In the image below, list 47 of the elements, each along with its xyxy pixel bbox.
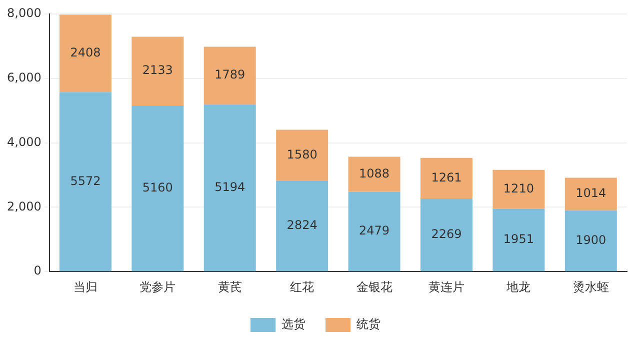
- bar: [348, 192, 400, 272]
- bar: [132, 36, 184, 106]
- data-label: 5572: [70, 174, 101, 188]
- bar: [276, 130, 328, 181]
- data-label: 5194: [214, 180, 246, 194]
- bar: [132, 105, 184, 272]
- bar: [276, 180, 328, 272]
- x-tick-label: 红花: [290, 280, 314, 294]
- data-label: 1014: [576, 186, 606, 200]
- data-label: 1261: [431, 170, 462, 184]
- y-tick-label: 6,000: [6, 70, 42, 85]
- x-tick-label: 地龙: [506, 280, 531, 294]
- data-label: 1951: [503, 232, 534, 246]
- data-label: 1580: [286, 147, 318, 162]
- bar: [564, 210, 617, 272]
- bar: [564, 178, 617, 210]
- x-tick-label: 金银花: [356, 280, 392, 294]
- legend-label: 选货: [282, 317, 306, 332]
- data-label: 2408: [70, 46, 101, 60]
- data-label: 1210: [503, 181, 534, 196]
- bar: [420, 158, 472, 199]
- y-tick-label: 0: [34, 264, 42, 278]
- x-tick-label: 黄连片: [428, 280, 464, 294]
- y-tick-label: 8,000: [6, 6, 42, 20]
- data-label: 5160: [142, 180, 173, 194]
- legend-label: 统货: [356, 317, 380, 332]
- bar: [204, 104, 256, 272]
- bar: [492, 170, 545, 209]
- x-tick-label: 当归: [73, 280, 98, 294]
- bar: [204, 46, 256, 104]
- bar: [59, 14, 112, 92]
- data-label: 2479: [359, 224, 390, 238]
- x-tick-label: 党参片: [140, 280, 176, 294]
- y-tick-label: 4,000: [6, 134, 42, 149]
- x-tick-label: 烫水蛭: [572, 280, 609, 294]
- data-label: 1789: [214, 68, 246, 82]
- x-tick-label: 黄芪: [218, 280, 242, 294]
- bar: [492, 208, 545, 272]
- data-label: 2133: [142, 63, 173, 78]
- data-label: 2269: [431, 226, 462, 241]
- bar: [348, 156, 400, 192]
- data-label: 1900: [576, 232, 606, 247]
- data-label: 1088: [359, 166, 390, 180]
- bar: [420, 198, 472, 272]
- bar: [59, 92, 112, 272]
- data-label: 2824: [286, 218, 318, 232]
- y-tick-label: 2,000: [6, 199, 42, 214]
